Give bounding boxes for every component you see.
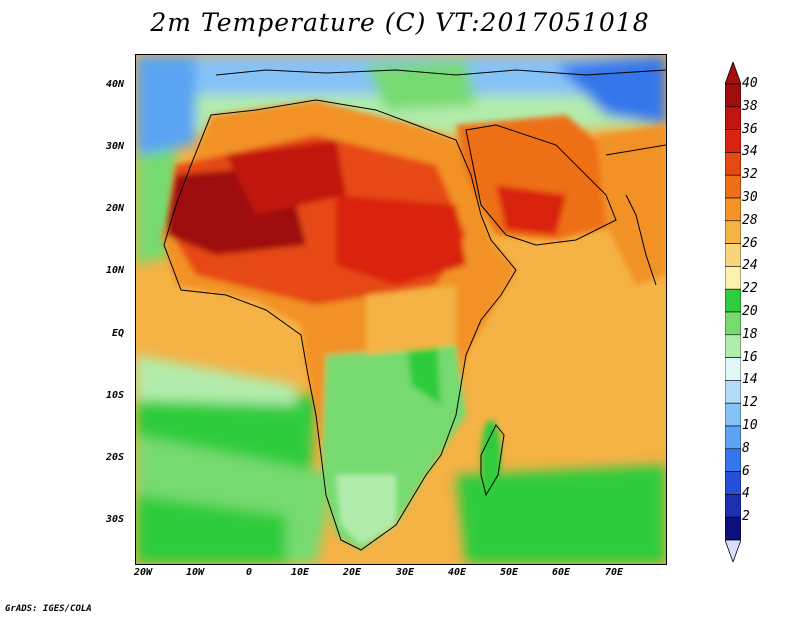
colorbar-swatch [725,174,741,199]
colorbar-label: 20 [742,304,758,319]
colorbar-label: 34 [742,144,758,160]
lon-tick: 20W [134,567,153,578]
lon-tick: 70E [605,567,624,578]
colorbar-swatch [725,425,741,450]
colorbar-label: 18 [742,326,758,342]
lon-tick: 20E [343,567,362,578]
lat-tick: 10N [105,265,124,276]
colorbar-swatch [725,197,741,222]
colorbar-label: 6 [742,463,750,479]
colorbar-label: 36 [742,121,758,137]
lon-tick: 40E [448,567,467,578]
lon-tick: 10E [291,567,310,578]
colorbar-label: 38 [742,98,758,114]
colorbar-label: 32 [742,167,758,183]
lon-tick: 10W [186,567,205,578]
colorbar-swatch [725,334,741,358]
colorbar-swatch [725,516,741,541]
lat-tick: 10S [105,390,124,401]
colorbar-swatch [725,448,741,472]
colorbar-label: 28 [742,212,758,228]
colorbar-label: 14 [742,372,758,388]
colorbar-bottom-arrow [725,539,741,562]
lat-tick: 30N [105,141,124,152]
colorbar-swatch [725,471,741,495]
colorbar-label: 4 [742,486,750,502]
colorbar-swatch [725,243,741,267]
colorbar-label: 30 [742,190,758,205]
lon-tick: 0 [246,567,253,578]
lat-tick: EQ [111,328,124,339]
lon-tick: 60E [552,567,571,578]
lat-tick: 30S [105,514,124,525]
temperature-field [136,55,666,564]
colorbar-label: 8 [742,440,750,456]
colorbar-swatch [725,152,741,176]
colorbar-label: 2 [742,509,750,525]
colorbar-label: 26 [742,235,758,251]
colorbar-top-arrow [725,62,741,85]
map-title: 2m Temperature (C) VT:2017051018 [150,8,650,37]
colorbar-label: 16 [742,349,758,365]
colorbar-swatch [725,380,741,404]
colorbar-swatch [725,402,741,427]
colorbar-label: 40 [742,76,758,91]
lon-tick: 30E [396,567,415,578]
lat-tick: 20S [105,452,124,463]
colorbar-label: 12 [742,395,758,411]
colorbar-label: 24 [742,258,758,274]
colorbar-swatch [725,311,741,336]
colorbar [725,62,741,562]
colorbar-swatch [725,357,741,381]
lon-tick: 50E [500,567,519,578]
colorbar-swatch [725,288,741,313]
temperature-map [135,54,667,565]
colorbar-label: 10 [742,418,758,433]
grads-credit: GrADS: IGES/COLA [5,604,92,614]
colorbar-swatch [725,266,741,290]
colorbar-swatch [725,106,741,130]
lat-tick: 20N [105,203,124,214]
lat-tick: 40N [105,79,124,90]
colorbar-swatch [725,494,741,518]
colorbar-label: 22 [742,281,758,297]
colorbar-swatch [725,83,741,108]
colorbar-swatch [725,129,741,153]
colorbar-swatch [725,220,741,244]
